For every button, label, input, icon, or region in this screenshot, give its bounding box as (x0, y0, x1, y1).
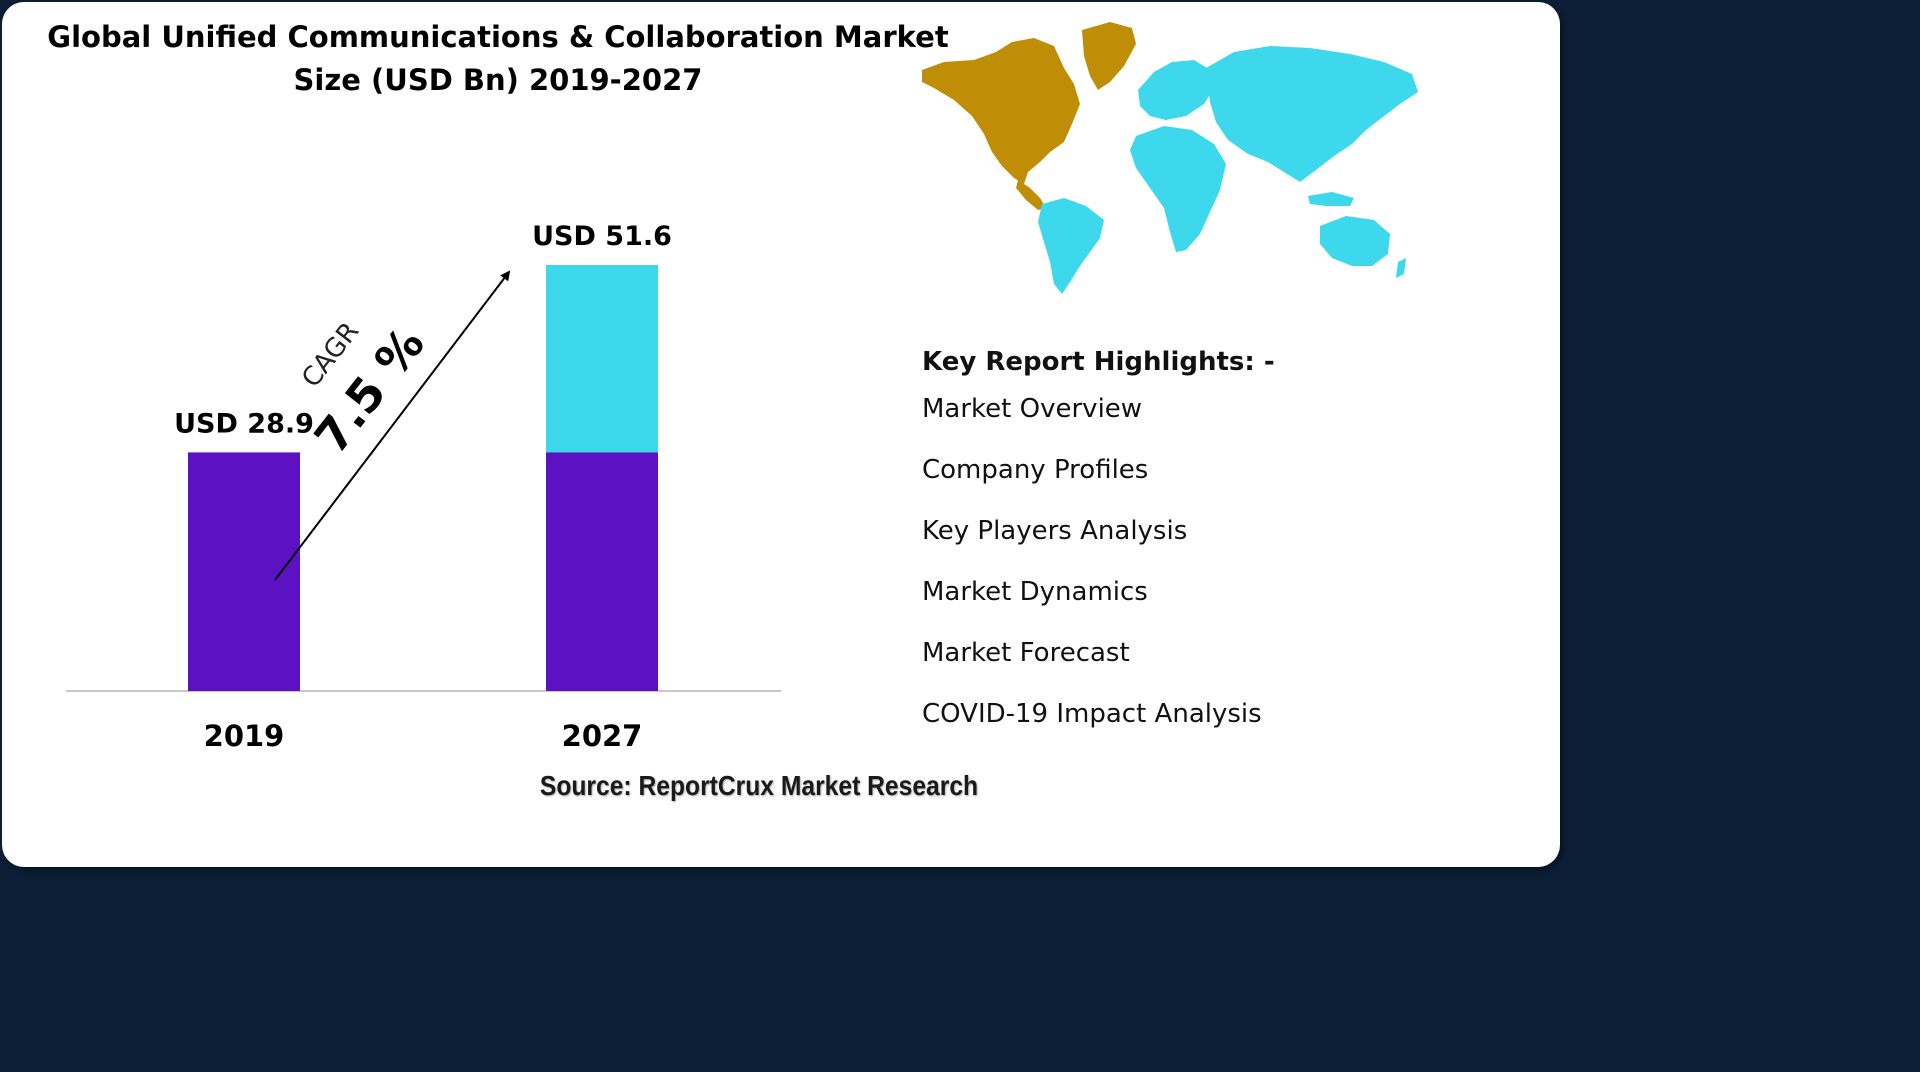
highlight-item: Market Forecast (922, 638, 1130, 668)
x-tick-label-2019: 2019 (204, 719, 285, 753)
central-america-shape (1016, 180, 1046, 210)
source-note: Source: ReportCrux Market Research (539, 770, 979, 801)
highlight-item: COVID-19 Impact Analysis (922, 699, 1262, 729)
highlights-heading: Key Report Highlights: - (922, 347, 1275, 377)
north-america-shape (922, 38, 1080, 184)
australia-shape (1320, 216, 1390, 266)
highlight-item: Key Players Analysis (922, 516, 1188, 546)
value-label-2019: USD 28.9 (174, 408, 314, 439)
bar-2027-base (546, 452, 658, 691)
infographic-card: Global Unified Communications & Collabor… (2, 2, 1560, 867)
highlight-item: Market Dynamics (922, 577, 1148, 607)
world-map-icon (922, 22, 1418, 294)
highlight-item: Company Profiles (922, 455, 1149, 485)
key-highlights-panel: Key Report Highlights: - Market Overview… (922, 340, 1482, 758)
highlight-item: Market Overview (922, 394, 1143, 424)
asia-shape (1206, 46, 1418, 182)
africa-shape (1130, 126, 1226, 252)
value-label-2027: USD 51.6 (532, 221, 672, 252)
x-tick-label-2027: 2027 (562, 719, 643, 753)
bar-2027-growth (546, 265, 658, 453)
chart-title: Global Unified Communications & Collabor… (2, 16, 994, 102)
bar-2019 (188, 452, 300, 691)
cagr-arrow-line (274, 270, 511, 581)
south-america-shape (1038, 198, 1104, 294)
title-line-2: Size (USD Bn) 2019-2027 (293, 63, 703, 97)
indonesia-shape (1308, 192, 1354, 206)
greenland-shape (1082, 22, 1136, 90)
europe-shape (1138, 60, 1214, 120)
title-line-1: Global Unified Communications & Collabor… (47, 20, 949, 54)
new-zealand-shape (1396, 258, 1406, 278)
bars-group: USD 28.9 2019 USD 51.6 2027 (174, 221, 672, 753)
cagr-arrow (274, 270, 511, 581)
